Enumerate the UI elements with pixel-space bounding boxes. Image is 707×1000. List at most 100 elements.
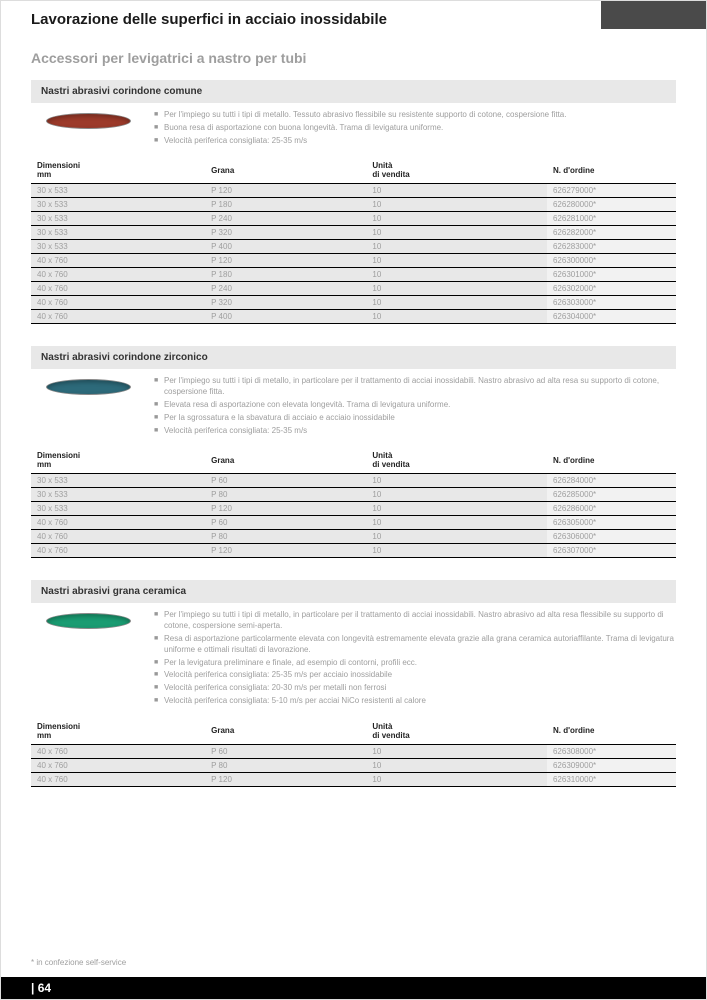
sections-host: Nastri abrasivi corindone comunePer l'im…: [31, 80, 676, 787]
cell-unit: 10: [366, 226, 547, 240]
cell-dim: 30 x 533: [31, 240, 205, 254]
table-row: 40 x 760P 18010626301000*: [31, 268, 676, 282]
cell-dim: 30 x 533: [31, 226, 205, 240]
cell-unit: 10: [366, 212, 547, 226]
belt-image: [31, 609, 146, 629]
bullet-item: Per la levigatura preliminare e finale, …: [154, 657, 676, 670]
cell-grana: P 240: [205, 282, 366, 296]
cell-grana: P 60: [205, 474, 366, 488]
product-table: DimensionimmGranaUnitàdi venditaN. d'ord…: [31, 157, 676, 324]
page-number-bar: | 64: [1, 977, 706, 999]
cell-ord: 626285000*: [547, 488, 676, 502]
cell-dim: 30 x 533: [31, 502, 205, 516]
cell-dim: 40 x 760: [31, 530, 205, 544]
bullet-item: Resa di asportazione particolarmente ele…: [154, 633, 676, 657]
table-row: 40 x 760P 12010626307000*: [31, 544, 676, 558]
col-ordine: N. d'ordine: [547, 447, 676, 474]
col-unita: Unitàdi vendita: [366, 718, 547, 745]
table-row: 40 x 760P 6010626308000*: [31, 744, 676, 758]
table-row: 30 x 533P 12010626286000*: [31, 502, 676, 516]
section-header-corindone-zirconico: Nastri abrasivi corindone zirconico: [31, 346, 676, 369]
bullet-item: Velocità periferica consigliata: 20-30 m…: [154, 682, 676, 695]
cell-unit: 10: [366, 268, 547, 282]
bullet-item: Velocità periferica consigliata: 5-10 m/…: [154, 695, 676, 708]
top-corner-band: [601, 1, 706, 29]
table-row: 40 x 760P 8010626309000*: [31, 758, 676, 772]
cell-grana: P 120: [205, 772, 366, 786]
bullet-item: Velocità periferica consigliata: 25-35 m…: [154, 669, 676, 682]
bullet-item: Velocità periferica consigliata: 25-35 m…: [154, 425, 676, 438]
cell-dim: 40 x 760: [31, 268, 205, 282]
cell-dim: 40 x 760: [31, 516, 205, 530]
col-ordine: N. d'ordine: [547, 718, 676, 745]
cell-dim: 40 x 760: [31, 254, 205, 268]
product-table: DimensionimmGranaUnitàdi venditaN. d'ord…: [31, 447, 676, 558]
table-row: 30 x 533P 32010626282000*: [31, 226, 676, 240]
cell-grana: P 120: [205, 544, 366, 558]
cell-ord: 626284000*: [547, 474, 676, 488]
table-row: 40 x 760P 32010626303000*: [31, 296, 676, 310]
bullet-item: Per la sgrossatura e la sbavatura di acc…: [154, 412, 676, 425]
table-row: 30 x 533P 8010626285000*: [31, 488, 676, 502]
cell-unit: 10: [366, 758, 547, 772]
table-row: 30 x 533P 18010626280000*: [31, 198, 676, 212]
table-row: 40 x 760P 24010626302000*: [31, 282, 676, 296]
col-ordine: N. d'ordine: [547, 157, 676, 184]
cell-ord: 626309000*: [547, 758, 676, 772]
cell-dim: 40 x 760: [31, 744, 205, 758]
col-unita: Unitàdi vendita: [366, 157, 547, 184]
belt-image: [31, 375, 146, 395]
cell-grana: P 180: [205, 268, 366, 282]
cell-ord: 626308000*: [547, 744, 676, 758]
section-header-grana-ceramica: Nastri abrasivi grana ceramica: [31, 580, 676, 603]
section-body: Per l'impiego su tutti i tipi di metallo…: [31, 369, 676, 447]
cell-ord: 626279000*: [547, 184, 676, 198]
table-row: 40 x 760P 40010626304000*: [31, 310, 676, 324]
cell-dim: 40 x 760: [31, 296, 205, 310]
cell-ord: 626306000*: [547, 530, 676, 544]
cell-ord: 626305000*: [547, 516, 676, 530]
cell-grana: P 60: [205, 516, 366, 530]
table-row: 40 x 760P 12010626300000*: [31, 254, 676, 268]
cell-ord: 626280000*: [547, 198, 676, 212]
cell-ord: 626281000*: [547, 212, 676, 226]
cell-ord: 626304000*: [547, 310, 676, 324]
col-unita: Unitàdi vendita: [366, 447, 547, 474]
cell-grana: P 80: [205, 530, 366, 544]
bullet-item: Buona resa di asportazione con buona lon…: [154, 122, 676, 135]
cell-unit: 10: [366, 488, 547, 502]
col-grana: Grana: [205, 718, 366, 745]
page-title: Lavorazione delle superfici in acciaio i…: [31, 11, 387, 28]
cell-dim: 40 x 760: [31, 758, 205, 772]
cell-grana: P 60: [205, 744, 366, 758]
cell-dim: 40 x 760: [31, 544, 205, 558]
bullet-item: Per l'impiego su tutti i tipi di metallo…: [154, 109, 676, 122]
cell-grana: P 400: [205, 310, 366, 324]
cell-grana: P 80: [205, 488, 366, 502]
cell-unit: 10: [366, 530, 547, 544]
cell-dim: 40 x 760: [31, 772, 205, 786]
cell-grana: P 400: [205, 240, 366, 254]
bullet-list: Per l'impiego su tutti i tipi di metallo…: [146, 109, 676, 147]
cell-ord: 626302000*: [547, 282, 676, 296]
subtitle: Accessori per levigatrici a nastro per t…: [31, 50, 676, 66]
cell-grana: P 120: [205, 254, 366, 268]
table-row: 30 x 533P 6010626284000*: [31, 474, 676, 488]
cell-unit: 10: [366, 474, 547, 488]
cell-unit: 10: [366, 516, 547, 530]
cell-unit: 10: [366, 282, 547, 296]
cell-dim: 30 x 533: [31, 488, 205, 502]
cell-grana: P 320: [205, 226, 366, 240]
cell-dim: 40 x 760: [31, 282, 205, 296]
cell-unit: 10: [366, 296, 547, 310]
content-area: Accessori per levigatrici a nastro per t…: [31, 46, 676, 787]
cell-ord: 626286000*: [547, 502, 676, 516]
bullet-list: Per l'impiego su tutti i tipi di metallo…: [146, 609, 676, 707]
table-row: 40 x 760P 8010626306000*: [31, 530, 676, 544]
product-table: DimensionimmGranaUnitàdi venditaN. d'ord…: [31, 718, 676, 787]
table-row: 30 x 533P 40010626283000*: [31, 240, 676, 254]
cell-ord: 626310000*: [547, 772, 676, 786]
belt-icon: [46, 113, 131, 129]
cell-ord: 626283000*: [547, 240, 676, 254]
section-body: Per l'impiego su tutti i tipi di metallo…: [31, 103, 676, 157]
